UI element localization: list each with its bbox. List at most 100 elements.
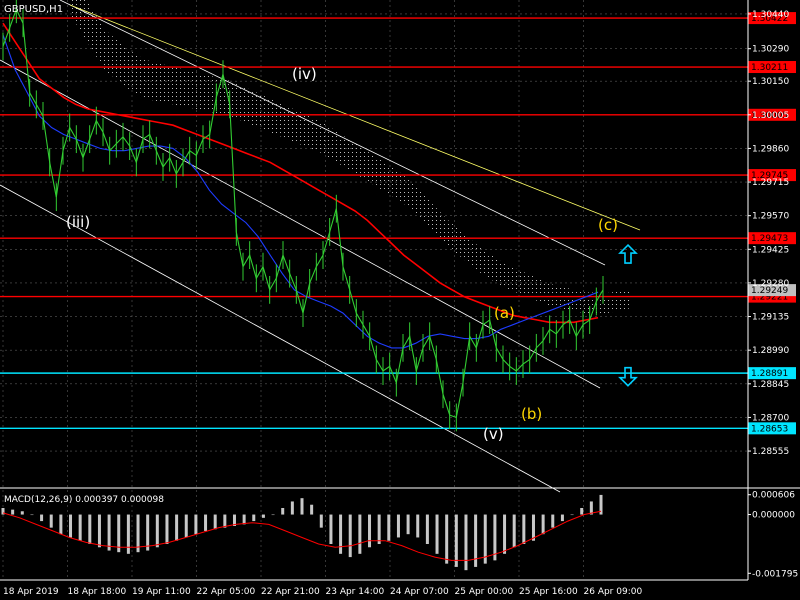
y-tick-label: 1.28700 [752, 413, 789, 423]
macd-bar [300, 498, 304, 515]
support-level-tag-text: 1.28653 [751, 424, 788, 434]
macd-bar [271, 514, 275, 516]
y-tick-label: 1.30290 [752, 45, 789, 55]
macd-bar [483, 514, 487, 564]
macd-bar [580, 508, 584, 515]
macd-bar [493, 514, 497, 561]
resistance-level-tag [748, 12, 796, 25]
macd-bar [416, 514, 420, 538]
resistance-level-tag-text: 1.29745 [751, 171, 788, 181]
macd-bar [551, 514, 555, 528]
arrow-down-icon [618, 366, 638, 387]
x-tick-label: 25 Apr 00:00 [455, 587, 514, 597]
arrow-up-icon [618, 243, 638, 264]
macd-bar [117, 514, 121, 553]
y-tick-label: 1.30005 [752, 111, 789, 121]
x-tick-label: 22 Apr 05:00 [197, 587, 256, 597]
macd-tick-label: -0.001795 [752, 569, 798, 579]
macd-bar [503, 514, 507, 554]
macd-bar [261, 514, 265, 518]
resistance-level-tag-text: 1.30422 [751, 14, 788, 24]
macd-bar [329, 514, 333, 544]
macd-indicator: 0.000606 0.000000 -0.001795 [1, 491, 798, 579]
macd-bar [339, 514, 343, 554]
macd-bar [425, 514, 429, 544]
signal-arrows [618, 243, 638, 387]
macd-bar [194, 514, 198, 535]
macd-label: MACD(12,26,9) 0.000397 0.000098 [4, 495, 164, 505]
macd-bar [560, 514, 564, 522]
trendline-yellow [69, 4, 641, 231]
macd-bar [454, 514, 458, 567]
macd-bar [88, 514, 92, 544]
symbol-label: GBPUSD,H1 [4, 4, 63, 15]
macd-bar [435, 514, 439, 554]
macd-bar [69, 514, 73, 538]
macd-bar [599, 494, 603, 515]
ichimoku-cloud [70, 0, 630, 314]
resistance-level-tag [748, 61, 796, 74]
x-tick-label: 18 Apr 18:00 [68, 587, 127, 597]
macd-bar [406, 514, 410, 535]
macd-bar [97, 514, 101, 548]
macd-bar [290, 501, 294, 515]
y-tick-label: 1.29280 [752, 279, 789, 289]
wave-labels: (iii) (iv) (v) (a) (b) (c) [66, 65, 618, 443]
macd-bar [165, 514, 169, 544]
current-price-tag [748, 284, 796, 297]
macd-bar [589, 501, 593, 515]
macd-bar [474, 514, 478, 567]
macd-bar [1, 508, 5, 515]
wave-label: (a) [494, 304, 515, 322]
macd-bar [358, 514, 362, 554]
macd-bar [368, 514, 372, 548]
cloud-area [70, 0, 630, 314]
macd-bar [223, 514, 227, 528]
support-level-tag-text: 1.28891 [751, 369, 788, 379]
macd-bar [204, 514, 208, 531]
macd-bar [242, 514, 246, 525]
wave-label: (b) [521, 405, 542, 423]
macd-bar [512, 514, 516, 548]
macd-tick-label: 0.000606 [752, 491, 795, 501]
x-tick-label: 19 Apr 11:00 [132, 587, 191, 597]
macd-bar [30, 514, 34, 516]
channel-line-upper [59, 0, 606, 266]
macd-bar [40, 514, 44, 522]
wave-label: (iv) [292, 65, 317, 83]
x-tick-label: 25 Apr 16:00 [519, 587, 578, 597]
channel-line-lower [0, 184, 561, 493]
ma-line-red [2, 22, 599, 324]
macd-bar [136, 514, 140, 553]
y-tick-label: 1.28555 [752, 447, 789, 457]
macd-bar [319, 514, 323, 528]
x-tick-label: 26 Apr 09:00 [584, 587, 643, 597]
y-tick-label: 1.29135 [752, 313, 789, 323]
wave-label: (v) [483, 425, 504, 443]
price-series [2, 0, 604, 432]
resistance-level-tag [748, 108, 796, 121]
macd-bar [146, 514, 150, 551]
moving-averages [2, 22, 599, 349]
resistance-level-tag-text: 1.30005 [751, 111, 788, 121]
macd-bar [155, 514, 159, 548]
resistance-level-tag-text: 1.30211 [751, 63, 788, 73]
y-tick-label: 1.29715 [752, 178, 789, 188]
macd-bar [570, 514, 574, 516]
macd-bar [175, 514, 179, 541]
macd-bar [126, 514, 130, 554]
resistance-level-tag [748, 169, 796, 182]
macd-bar [387, 514, 391, 541]
ma-line-blue [2, 34, 599, 349]
resistance-level-tag [748, 232, 796, 245]
support-level-tag [748, 422, 796, 435]
macd-signal-line [2, 510, 602, 561]
price-levels: 1.30422 1.30211 1.30005 1.29745 1.29473 1.292… [0, 12, 796, 435]
macd-bar [107, 514, 111, 551]
macd-bar [252, 514, 256, 522]
macd-bar [377, 514, 381, 544]
y-tick-label: 1.28990 [752, 346, 789, 356]
